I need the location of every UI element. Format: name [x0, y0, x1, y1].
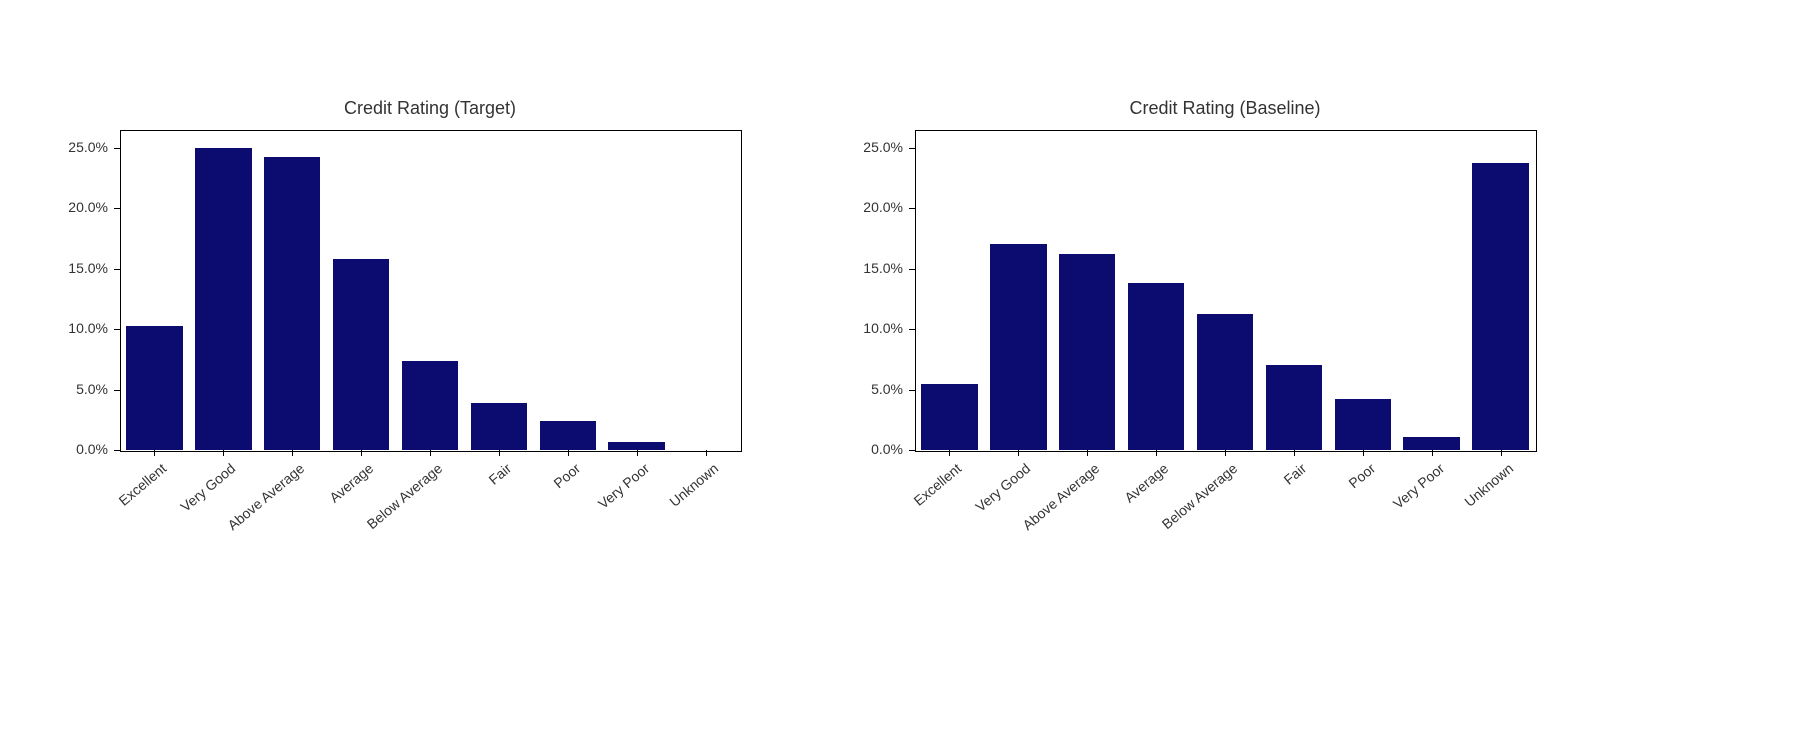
bar — [990, 244, 1046, 450]
bar — [1266, 365, 1322, 450]
bar — [1059, 254, 1115, 450]
chart-baseline: Credit Rating (Baseline) 0.0% 5.0% 10.0% 15.… — [0, 0, 1814, 730]
xtick-mark — [1225, 450, 1226, 456]
ytick-label: 20.0% — [835, 199, 903, 215]
bar — [921, 384, 977, 450]
ytick-label: 25.0% — [835, 139, 903, 155]
xtick-mark — [949, 450, 950, 456]
xtick-mark — [1156, 450, 1157, 456]
ytick-mark — [909, 208, 915, 209]
bar — [1403, 437, 1459, 450]
ytick-mark — [909, 329, 915, 330]
ytick-label: 15.0% — [835, 260, 903, 276]
xtick-mark — [1087, 450, 1088, 456]
ytick-label: 5.0% — [835, 381, 903, 397]
ytick-mark — [909, 269, 915, 270]
ytick-label: 10.0% — [835, 320, 903, 336]
ytick-label: 0.0% — [835, 441, 903, 457]
xtick-mark — [1432, 450, 1433, 456]
bar — [1472, 163, 1528, 450]
xtick-mark — [1294, 450, 1295, 456]
chart-title: Credit Rating (Baseline) — [915, 98, 1535, 119]
bar — [1128, 283, 1184, 450]
ytick-mark — [909, 148, 915, 149]
ytick-mark — [909, 450, 915, 451]
xtick-mark — [1501, 450, 1502, 456]
xtick-mark — [1363, 450, 1364, 456]
bar — [1335, 399, 1391, 450]
xtick-mark — [1018, 450, 1019, 456]
ytick-mark — [909, 390, 915, 391]
bar — [1197, 314, 1253, 450]
